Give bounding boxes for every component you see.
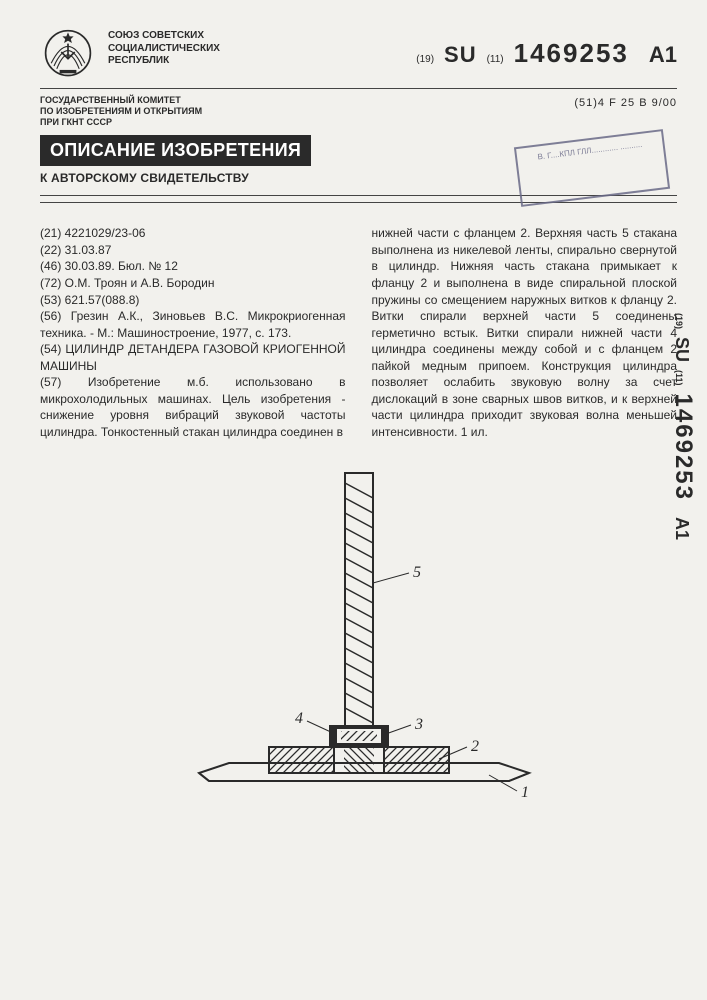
divider (40, 88, 677, 89)
field-46: (46) 30.03.89. Бюл. № 12 (40, 258, 346, 275)
state-committee: ГОСУДАРСТВЕННЫЙ КОМИТЕТ ПО ИЗОБРЕТЕНИЯМ … (40, 95, 260, 127)
side-kind-code: A1 (671, 517, 692, 540)
left-column: (21) 4221029/23-06 (22) 31.03.87 (46) 30… (40, 225, 346, 440)
side-country-code: SU (671, 337, 692, 362)
abstract-continued: нижней части с фланцем 2. Верхняя часть … (372, 225, 678, 440)
figure-label-3: 3 (414, 716, 423, 733)
side-pub-number: 1469253 (669, 394, 697, 501)
field-22: (22) 31.03.87 (40, 242, 346, 259)
field-54: (54) ЦИЛИНДР ДЕТАНДЕРА ГАЗОВОЙ КРИОГЕННО… (40, 341, 346, 374)
ipc-classification: (51)4 F 25 B 9/00 (574, 95, 677, 109)
pub-number-label: (11) (487, 54, 504, 65)
org-line: СОЦИАЛИСТИЧЕСКИХ (108, 43, 258, 56)
org-line: СОЮЗ СОВЕТСКИХ (108, 30, 258, 43)
header-row-2: ГОСУДАРСТВЕННЫЙ КОМИТЕТ ПО ИЗОБРЕТЕНИЯМ … (40, 95, 677, 127)
committee-line: ПРИ ГКНТ СССР (40, 117, 260, 128)
country-code: SU (444, 42, 477, 68)
publication-number: (19) SU (11) 1469253 A1 (416, 24, 677, 69)
pub-number: 1469253 (514, 38, 629, 69)
ussr-emblem (40, 24, 96, 80)
country-code-label: (19) (416, 54, 434, 65)
field-72: (72) О.М. Троян и А.В. Бородин (40, 275, 346, 292)
page: СОЮЗ СОВЕТСКИХ СОЦИАЛИСТИЧЕСКИХ РЕСПУБЛИ… (0, 0, 707, 843)
org-line: РЕСПУБЛИК (108, 55, 258, 68)
header-top-row: СОЮЗ СОВЕТСКИХ СОЦИАЛИСТИЧЕСКИХ РЕСПУБЛИ… (40, 24, 677, 80)
committee-line: ПО ИЗОБРЕТЕНИЯМ И ОТКРЫТИЯМ (40, 106, 260, 117)
committee-line: ГОСУДАРСТВЕННЫЙ КОМИТЕТ (40, 95, 260, 106)
ipc-code: F 25 B 9/00 (609, 97, 677, 109)
side-cc-label: (19) (674, 313, 684, 329)
side-publication-number: (19) SU (11) 1469253 A1 (669, 313, 697, 540)
side-pub-label: (11) (674, 370, 684, 386)
field-21: (21) 4221029/23-06 (40, 225, 346, 242)
figure: 5 4 3 2 1 (169, 463, 549, 823)
field-57: (57) Изобретение м.б. использовано в мик… (40, 374, 346, 440)
field-53: (53) 621.57(088.8) (40, 292, 346, 309)
ipc-label: (51)4 (574, 97, 605, 109)
field-56: (56) Грезин А.К., Зиновьев В.С. Микрокри… (40, 308, 346, 341)
kind-code: A1 (649, 42, 677, 68)
right-column: нижней части с фланцем 2. Верхняя часть … (372, 225, 678, 440)
issuing-org: СОЮЗ СОВЕТСКИХ СОЦИАЛИСТИЧЕСКИХ РЕСПУБЛИ… (108, 24, 258, 68)
title-banner: ОПИСАНИЕ ИЗОБРЕТЕНИЯ (40, 135, 311, 166)
figure-svg: 5 4 3 2 1 (169, 463, 549, 823)
figure-label-2: 2 (471, 738, 479, 755)
figure-label-5: 5 (413, 564, 421, 581)
stamp-text: В. Г....КПЛ ГЛЛ............ .......... (537, 140, 643, 162)
body-columns: (21) 4221029/23-06 (22) 31.03.87 (46) 30… (40, 225, 677, 440)
figure-label-1: 1 (521, 784, 529, 801)
divider (40, 202, 677, 203)
figure-label-4: 4 (295, 710, 303, 727)
